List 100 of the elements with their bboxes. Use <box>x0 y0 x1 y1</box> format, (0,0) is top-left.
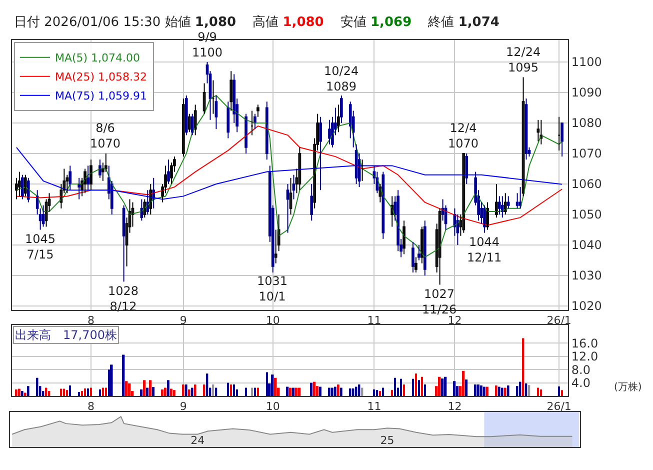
x-tick-label: 12 <box>448 314 462 328</box>
y-tick-label: 12.0 <box>571 350 598 364</box>
text: 1,080 <box>194 15 236 30</box>
bar <box>313 382 316 396</box>
bar <box>441 378 444 396</box>
bar <box>421 376 423 396</box>
bar <box>143 380 146 396</box>
bar <box>230 384 232 396</box>
bar <box>415 374 417 396</box>
bar <box>146 388 149 396</box>
bar <box>149 380 152 396</box>
bar <box>474 384 476 396</box>
bar <box>212 384 214 396</box>
bar <box>227 382 230 396</box>
annotation: 1044 12/11 <box>467 235 502 265</box>
bar <box>110 364 113 396</box>
y-tick-label: 1030 <box>571 268 602 283</box>
bar <box>391 390 393 396</box>
bar <box>480 385 482 396</box>
bar <box>15 389 18 396</box>
bar <box>215 388 218 396</box>
bar <box>27 386 30 396</box>
bar <box>257 388 259 396</box>
bar <box>403 384 405 396</box>
bar <box>167 380 170 396</box>
x-tick-label: 8 <box>88 400 94 414</box>
y-tick-label: 1050 <box>571 208 602 222</box>
bar <box>122 354 125 396</box>
y-tick-label: 4.0 <box>571 376 590 390</box>
x-tick-label: 10 <box>266 400 280 414</box>
bar <box>78 392 80 396</box>
text: 高値 <box>252 15 279 30</box>
bar <box>298 388 301 396</box>
bar <box>522 338 524 396</box>
bar <box>498 386 500 396</box>
y-tick-label: 1080 <box>571 116 602 130</box>
legend-label: MA(5) 1,074.00 <box>54 52 140 65</box>
bar <box>191 388 194 396</box>
bar <box>528 385 530 396</box>
bar <box>63 388 66 396</box>
bar <box>540 389 542 396</box>
chart-title: 出来高 17,700株 <box>15 328 117 342</box>
annotation: 12/4 1070 <box>448 121 479 151</box>
bar <box>266 372 268 396</box>
bar <box>373 389 376 396</box>
bar <box>376 390 378 396</box>
bar <box>203 384 206 396</box>
bar <box>21 391 24 396</box>
bar <box>361 388 364 396</box>
bar <box>444 376 447 396</box>
bar <box>24 392 26 396</box>
text: 1,074 <box>458 15 500 30</box>
bar <box>102 388 104 396</box>
bar <box>400 378 402 396</box>
bar <box>334 386 336 396</box>
bar <box>394 378 396 396</box>
bar <box>152 387 154 396</box>
bar <box>271 374 274 396</box>
bar <box>185 384 188 396</box>
bar <box>18 388 20 396</box>
bar <box>182 384 184 396</box>
bar <box>90 388 92 396</box>
legend-label: MA(75) 1,059.91 <box>54 90 148 103</box>
bar <box>316 386 318 396</box>
bar <box>537 388 540 396</box>
bar <box>486 386 488 396</box>
bar <box>519 382 522 396</box>
y-tick-label: 1070 <box>571 146 602 161</box>
annotation: 10/24 1089 <box>324 64 359 94</box>
bar <box>188 389 190 396</box>
bar <box>233 384 235 396</box>
bar <box>105 388 107 396</box>
x-tick-label: 26/1 <box>546 400 572 414</box>
x-tick-label: 25 <box>380 434 394 447</box>
bar <box>170 388 172 396</box>
bar <box>125 381 128 396</box>
bar <box>84 388 86 396</box>
bar <box>254 388 256 396</box>
bar <box>379 391 382 396</box>
y-tick-label: 16.0 <box>571 336 598 350</box>
y-tick-label: 1020 <box>571 299 602 314</box>
bar <box>286 386 289 396</box>
bar <box>140 389 143 396</box>
bar <box>251 388 253 396</box>
bar <box>501 388 504 396</box>
bar <box>516 386 518 396</box>
bar <box>477 384 480 396</box>
y-tick-label: 1090 <box>571 86 602 100</box>
y-tick-label: 1100 <box>571 55 602 70</box>
bar <box>295 388 298 396</box>
bar <box>495 385 498 396</box>
annotation: 1031 10/1 <box>257 274 288 304</box>
y-tick-label: 1060 <box>571 177 602 192</box>
bar <box>60 388 62 396</box>
bar <box>483 386 486 396</box>
bar <box>173 390 176 396</box>
bar <box>424 384 426 396</box>
x-tick-label: 9 <box>180 400 187 414</box>
x-tick-label: 24 <box>190 434 205 447</box>
bar <box>358 384 360 396</box>
